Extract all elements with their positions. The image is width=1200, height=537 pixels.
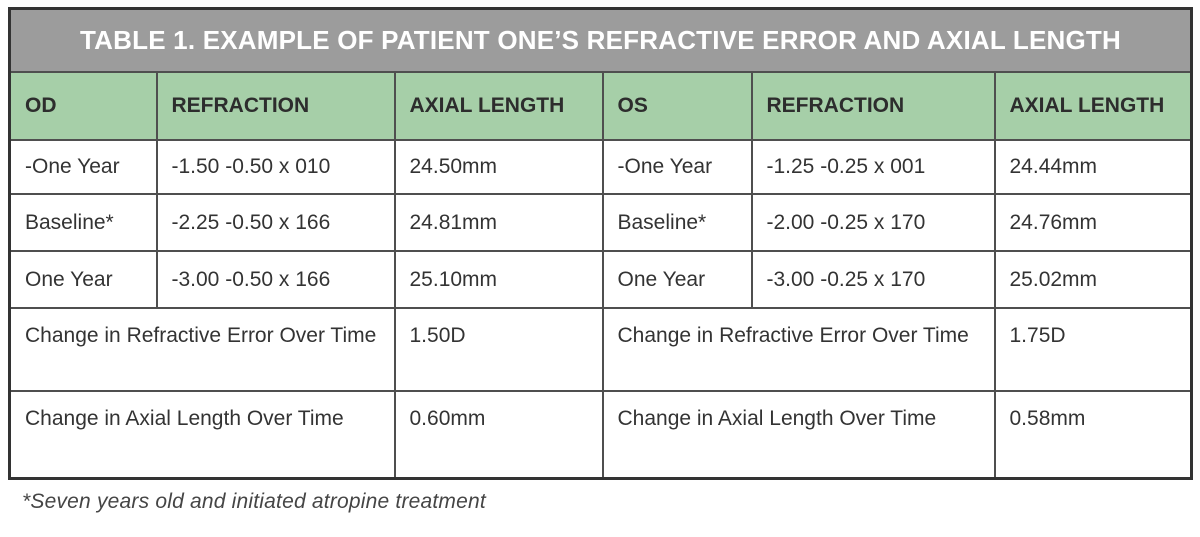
table-row-one-year: One Year -3.00 -0.50 x 166 25.10mm One Y… xyxy=(8,250,1193,309)
refraction-axial-length-table: TABLE 1. EXAMPLE OF PATIENT ONE’S REFRAC… xyxy=(8,7,1193,480)
table-row-minus-one-year: -One Year -1.50 -0.50 x 010 24.50mm -One… xyxy=(8,139,1193,195)
table-row-change-refractive-error: Change in Refractive Error Over Time 1.5… xyxy=(8,307,1193,392)
change-refractive-error-value-os: 1.75D xyxy=(993,307,1193,392)
table-title-row: TABLE 1. EXAMPLE OF PATIENT ONE’S REFRAC… xyxy=(8,7,1193,73)
change-refractive-error-label-od: Change in Refractive Error Over Time xyxy=(8,307,396,392)
table-title: TABLE 1. EXAMPLE OF PATIENT ONE’S REFRAC… xyxy=(8,7,1193,73)
table-header-row: OD REFRACTION AXIAL LENGTH OS REFRACTION… xyxy=(8,71,1193,141)
table-cell: 24.81mm xyxy=(393,193,604,252)
col-header-refraction-os: REFRACTION xyxy=(750,71,996,141)
table-cell: -1.50 -0.50 x 010 xyxy=(155,139,396,195)
table-cell: -One Year xyxy=(8,139,158,195)
col-header-axial-length-od: AXIAL LENGTH xyxy=(393,71,604,141)
table-cell: -One Year xyxy=(601,139,753,195)
table-cell: 24.44mm xyxy=(993,139,1193,195)
table-cell: 25.10mm xyxy=(393,250,604,309)
table-cell: One Year xyxy=(8,250,158,309)
change-axial-length-value-os: 0.58mm xyxy=(993,390,1193,480)
col-header-axial-length-os: AXIAL LENGTH xyxy=(993,71,1193,141)
table-cell: Baseline* xyxy=(8,193,158,252)
table-row-baseline: Baseline* -2.25 -0.50 x 166 24.81mm Base… xyxy=(8,193,1193,252)
col-header-refraction-od: REFRACTION xyxy=(155,71,396,141)
table-cell: -3.00 -0.25 x 170 xyxy=(750,250,996,309)
table-cell: -2.00 -0.25 x 170 xyxy=(750,193,996,252)
table-cell: -2.25 -0.50 x 166 xyxy=(155,193,396,252)
col-header-od: OD xyxy=(8,71,158,141)
change-axial-length-label-od: Change in Axial Length Over Time xyxy=(8,390,396,480)
table-cell: -3.00 -0.50 x 166 xyxy=(155,250,396,309)
table-cell: 25.02mm xyxy=(993,250,1193,309)
change-axial-length-label-os: Change in Axial Length Over Time xyxy=(601,390,996,480)
col-header-os: OS xyxy=(601,71,753,141)
table-cell: One Year xyxy=(601,250,753,309)
change-refractive-error-label-os: Change in Refractive Error Over Time xyxy=(601,307,996,392)
table-row-change-axial-length: Change in Axial Length Over Time 0.60mm … xyxy=(8,390,1193,480)
table-footnote: *Seven years old and initiated atropine … xyxy=(22,490,486,513)
change-refractive-error-value-od: 1.50D xyxy=(393,307,604,392)
table-cell: 24.50mm xyxy=(393,139,604,195)
table-cell: 24.76mm xyxy=(993,193,1193,252)
table-cell: -1.25 -0.25 x 001 xyxy=(750,139,996,195)
table-cell: Baseline* xyxy=(601,193,753,252)
change-axial-length-value-od: 0.60mm xyxy=(393,390,604,480)
